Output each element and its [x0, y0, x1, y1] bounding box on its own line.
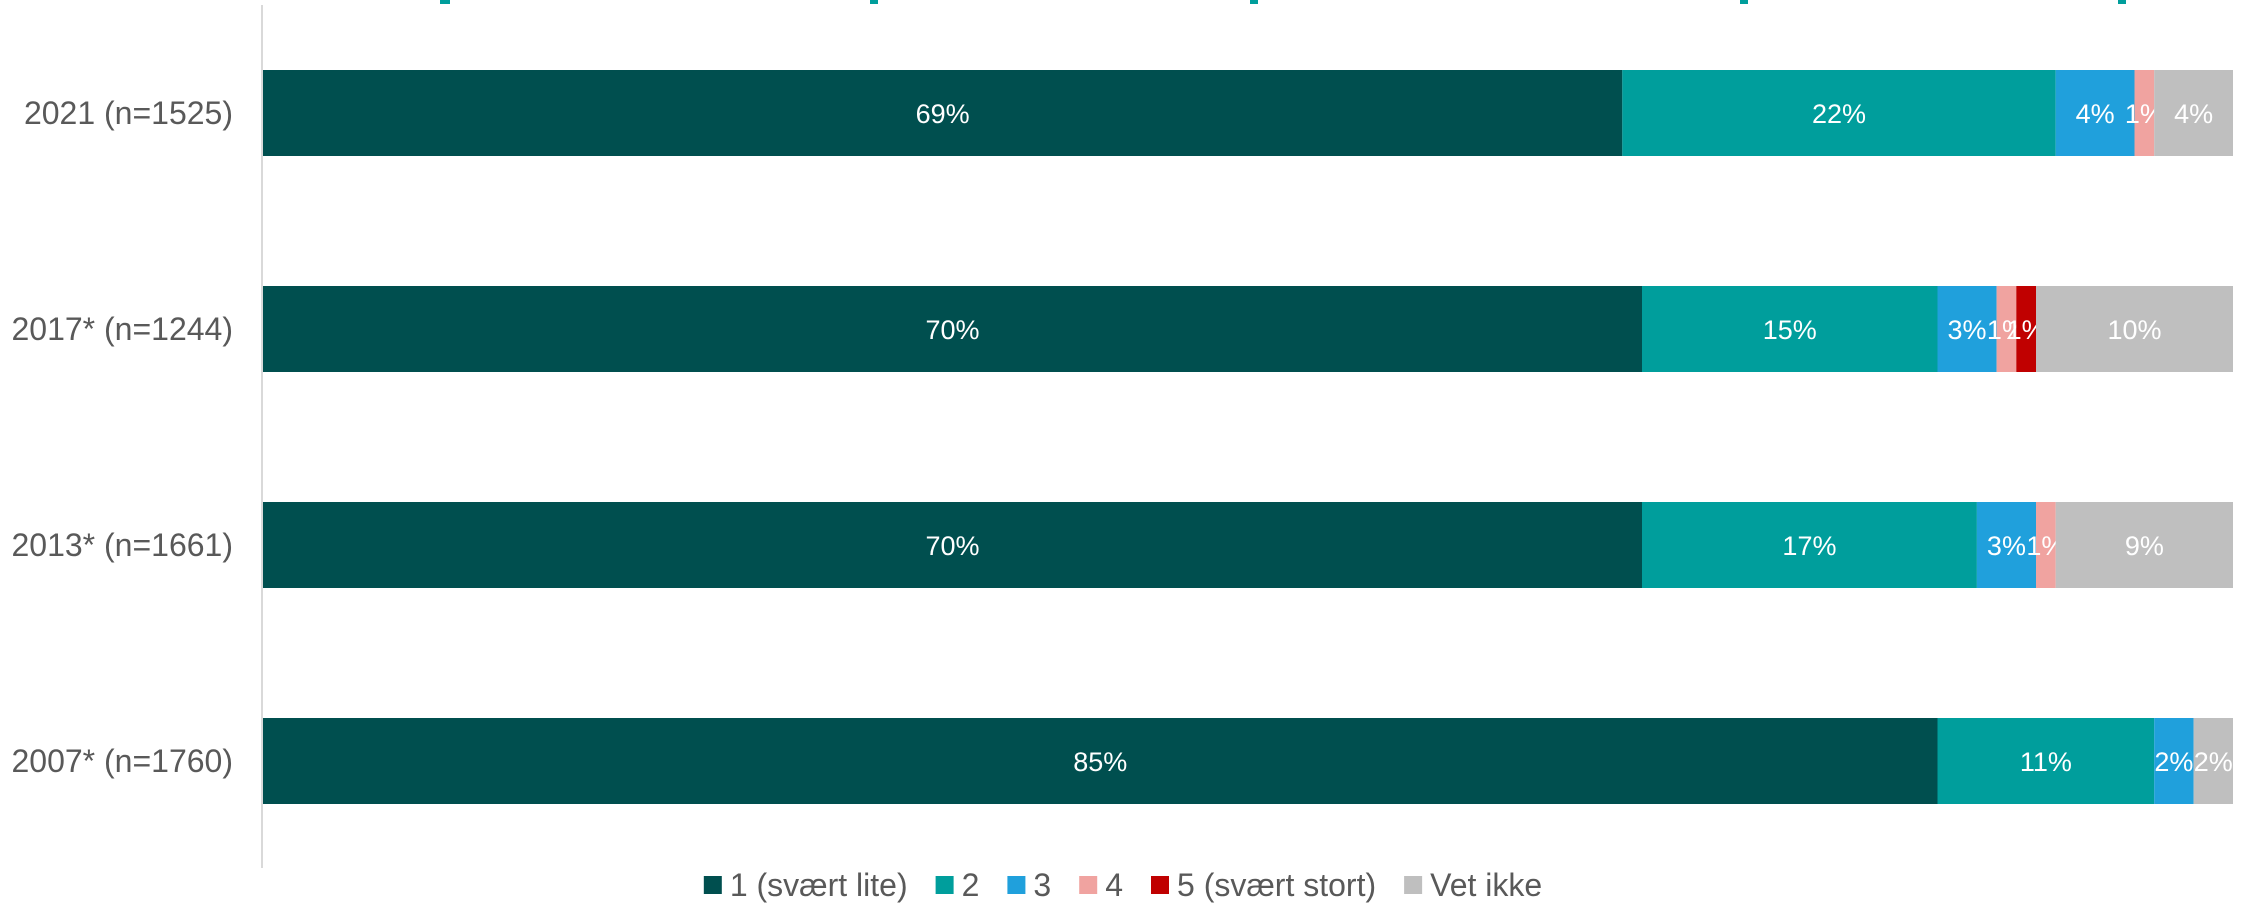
legend-label: 5 (svært stort) [1177, 867, 1376, 903]
data-label: 9% [2125, 531, 2164, 561]
data-label: 15% [1763, 315, 1817, 345]
legend-swatch [1007, 876, 1026, 894]
data-label: 17% [1782, 531, 1836, 561]
data-label: 69% [916, 99, 970, 129]
bar-segment [1642, 502, 1977, 588]
legend-label: 2 [962, 867, 980, 903]
legend-label: 1 (svært lite) [730, 867, 908, 903]
data-label: 70% [925, 315, 979, 345]
bar-segment [2134, 70, 2155, 156]
category-label: 2021 (n=1525) [24, 95, 233, 131]
category-labels: 2021 (n=1525) 2017* (n=1244) 2013* (n=1661… [11, 95, 233, 779]
legend-swatch [1079, 876, 1098, 894]
bar-segment [1996, 286, 2017, 372]
data-label: 11% [2020, 747, 2072, 777]
bar-segment [1937, 718, 2155, 804]
bar-segments: 69% 22% 4% 1% 4%70% 15% 3% 1%1% 10%70% 17% 3% 1% 9%8… [263, 70, 2233, 804]
bar-segment [1976, 502, 2036, 588]
data-label: 85% [1073, 747, 1127, 777]
bar-segment [2016, 286, 2036, 372]
bar-segment [263, 502, 1642, 588]
bar-segment [2193, 718, 2233, 804]
legend-swatch [703, 876, 722, 894]
bar-segment [2036, 502, 2056, 588]
bar-segment [263, 70, 1623, 156]
data-label: 22% [1812, 99, 1866, 129]
bar-segment [1622, 70, 2056, 156]
bar-segment [1937, 286, 1997, 372]
data-label: 4% [2076, 99, 2115, 129]
category-label: 2007* (n=1760) [11, 743, 233, 779]
category-label: 2013* (n=1661) [11, 527, 233, 563]
data-label: 3% [1987, 531, 2026, 561]
data-label: 3% [1948, 315, 1987, 345]
bar-segment [1642, 286, 1938, 372]
data-label: 2% [2194, 747, 2233, 777]
bar-segment [2154, 70, 2233, 156]
data-label: 70% [925, 531, 979, 561]
bar-segment [2055, 70, 2135, 156]
legend-swatch [935, 876, 954, 894]
legend-label: Vet ikke [1430, 867, 1542, 903]
legend-label: 4 [1105, 867, 1123, 903]
data-label: 10% [2107, 315, 2161, 345]
legend-swatch [1151, 876, 1169, 894]
legend-label: 3 [1033, 867, 1051, 903]
bar-segment [263, 286, 1642, 372]
data-label: 4% [2174, 99, 2213, 129]
legend: 1 (svært lite) 2 3 4 5 (svært stort) Vet ikke [703, 867, 1542, 903]
bar-segment [2036, 286, 2233, 372]
bar-segment [2154, 718, 2194, 804]
category-label: 2017* (n=1244) [11, 311, 233, 347]
legend-swatch [1404, 876, 1423, 894]
bar-segment [2055, 502, 2233, 588]
data-label: 2% [2154, 747, 2193, 777]
bar-segment [263, 718, 1938, 804]
chart-title-cropped [440, 0, 2126, 4]
